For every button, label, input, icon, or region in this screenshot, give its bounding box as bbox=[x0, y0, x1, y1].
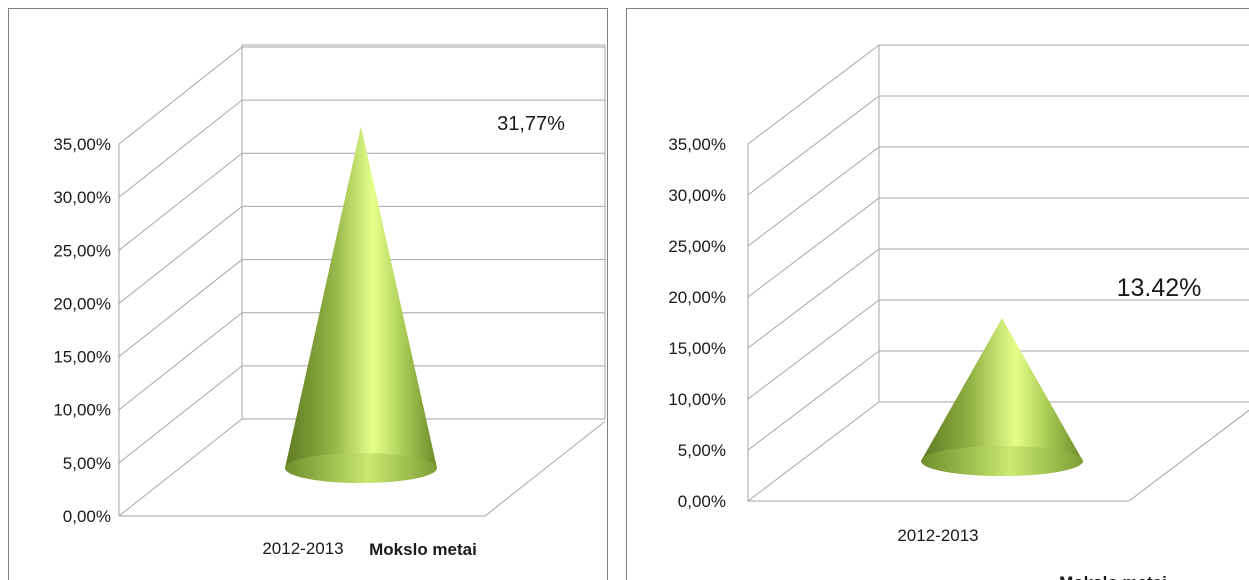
y-tick-label: 5,00% bbox=[678, 441, 726, 460]
chart-left: 0,00% 5,00% 10,00% 15,00% 20,00% 25,00% 30,00%… bbox=[53, 44, 606, 559]
y-tick-label: 0,00% bbox=[63, 507, 111, 526]
x-axis-title: Mokslo metai bbox=[1059, 573, 1167, 580]
y-tick-label: 25,00% bbox=[668, 237, 726, 256]
gridline-side bbox=[747, 197, 880, 298]
floor-front-edge bbox=[119, 420, 606, 517]
y-tick-label: 10,00% bbox=[53, 401, 111, 420]
gridline-side bbox=[747, 95, 880, 196]
data-label: 13.42% bbox=[1117, 274, 1202, 302]
y-tick-label: 20,00% bbox=[668, 288, 726, 307]
y-tick-label: 0,00% bbox=[678, 492, 726, 511]
x-category-label: 2012-2013 bbox=[262, 539, 343, 558]
cone-base bbox=[285, 453, 437, 483]
gridline-side bbox=[118, 46, 243, 145]
cone-base bbox=[921, 446, 1083, 476]
y-tick-label: 25,00% bbox=[53, 241, 111, 260]
cone-bar bbox=[285, 126, 437, 483]
y-tick-label: 5,00% bbox=[63, 454, 111, 473]
data-label: 31,77% bbox=[497, 113, 565, 135]
y-tick-label: 10,00% bbox=[668, 390, 726, 409]
y-tick-label: 15,00% bbox=[668, 339, 726, 358]
gridline-side bbox=[747, 146, 880, 247]
gridline-side bbox=[118, 99, 243, 198]
gridline-side bbox=[118, 206, 243, 304]
gridline-side bbox=[747, 350, 880, 451]
gridline-side bbox=[747, 248, 880, 349]
y-tick-label: 20,00% bbox=[53, 294, 111, 313]
x-category-label: 2012-2013 bbox=[897, 526, 978, 545]
y-tick-label: 35,00% bbox=[668, 135, 726, 154]
chart-panel-right: 0,00% 5,00% 10,00% 15,00% 20,00% 25,00% 30,00%… bbox=[626, 8, 1249, 580]
y-tick-label: 15,00% bbox=[53, 348, 111, 367]
gridline-side bbox=[747, 44, 880, 145]
gridline-side bbox=[747, 299, 880, 400]
y-tick-label: 30,00% bbox=[53, 188, 111, 207]
chart-right: 0,00% 5,00% 10,00% 15,00% 20,00% 25,00% 30,00%… bbox=[668, 44, 1249, 580]
y-tick-label: 30,00% bbox=[668, 186, 726, 205]
cone-bar bbox=[921, 318, 1083, 476]
gridline-side bbox=[118, 418, 243, 517]
y-tick-label: 35,00% bbox=[53, 135, 111, 154]
gridline-side bbox=[118, 365, 243, 464]
chart-panel-left: 0,00% 5,00% 10,00% 15,00% 20,00% 25,00% 30,00%… bbox=[8, 8, 608, 580]
gridline-side bbox=[118, 259, 243, 357]
floor-front-edge bbox=[748, 409, 1249, 502]
x-axis-title: Mokslo metai bbox=[369, 540, 477, 559]
gridline-side bbox=[118, 312, 243, 411]
gridline-side bbox=[747, 401, 880, 502]
gridline-side bbox=[118, 152, 243, 251]
